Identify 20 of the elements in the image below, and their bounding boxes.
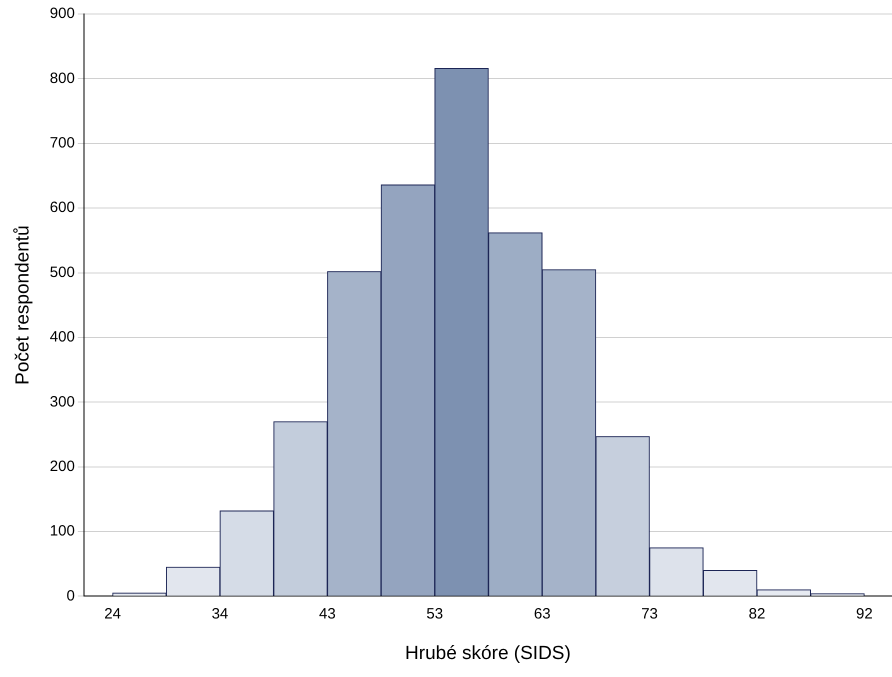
- y-tick-label: 700: [50, 134, 75, 152]
- y-tick-label: 600: [50, 199, 75, 216]
- y-tick-label: 400: [50, 328, 75, 346]
- x-tick-label: 63: [534, 605, 551, 622]
- y-tick-label: 0: [66, 587, 75, 604]
- y-tick-label: 200: [50, 458, 75, 475]
- x-tick-label: 24: [104, 605, 121, 622]
- y-tick-label: 900: [50, 5, 75, 22]
- x-tick-label: 92: [856, 605, 873, 622]
- y-tick-label: 100: [50, 522, 75, 540]
- y-tick-label: 300: [50, 393, 75, 410]
- x-tick-label: 82: [748, 605, 766, 622]
- y-tick-label: 500: [50, 264, 75, 281]
- x-tick-label: 73: [641, 605, 658, 622]
- x-axis-title: Hrubé skóre (SIDS): [405, 642, 571, 664]
- x-tick-label: 34: [212, 605, 228, 622]
- x-tick-label: 53: [426, 605, 444, 622]
- y-axis-title: Počet respondentů: [12, 225, 34, 385]
- y-tick-label: 800: [50, 70, 75, 87]
- x-tick-label: 43: [319, 605, 336, 622]
